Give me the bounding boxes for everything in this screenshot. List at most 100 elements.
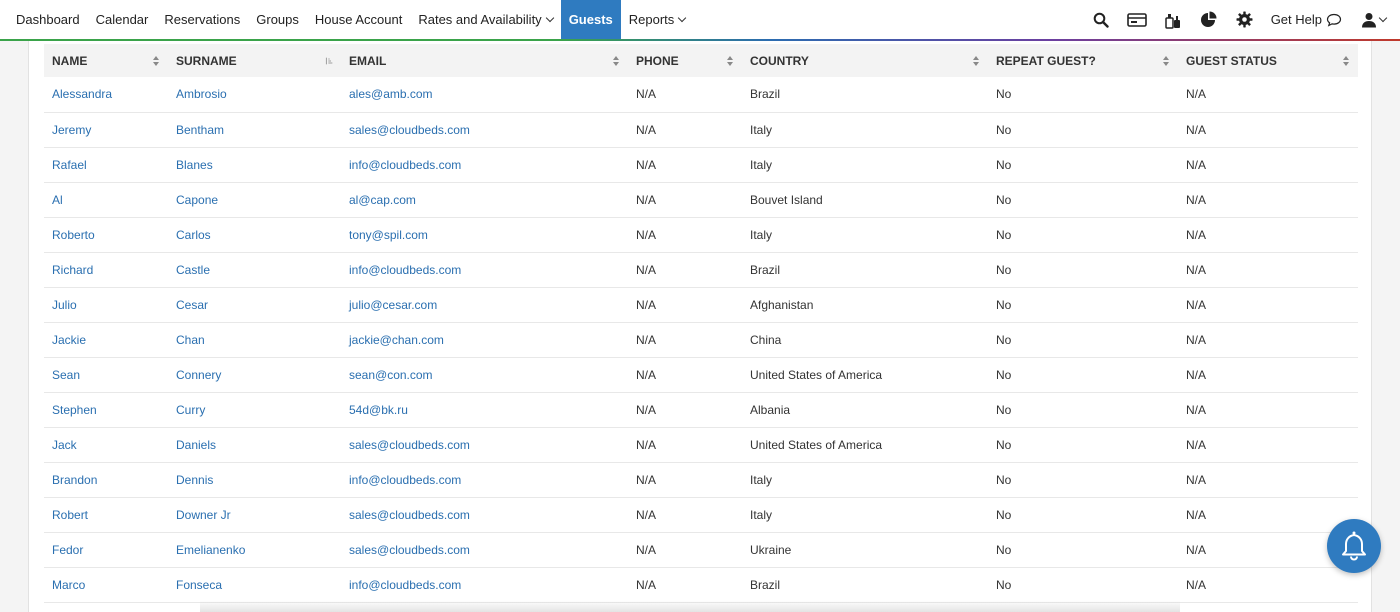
- guest-email-link[interactable]: sales@cloudbeds.com: [349, 542, 470, 557]
- guest-status-value: N/A: [1186, 227, 1207, 242]
- guest-email-link[interactable]: info@cloudbeds.com: [349, 157, 462, 172]
- sort-ascending-icon[interactable]: [325, 55, 333, 67]
- guest-email-link[interactable]: jackie@chan.com: [349, 332, 444, 347]
- guest-email-link[interactable]: sean@con.com: [349, 367, 433, 382]
- table-row[interactable]: Julio Cesar julio@cesar.com N/A Afghanistan N…: [44, 287, 1358, 322]
- column-header-email[interactable]: EMAIL: [341, 44, 628, 77]
- sort-icon[interactable]: [1342, 55, 1350, 67]
- nav-item-calendar[interactable]: Calendar: [88, 0, 157, 39]
- repeat-guest-value: No: [996, 542, 1012, 557]
- guest-surname-link[interactable]: Carlos: [176, 227, 211, 242]
- guest-email-link[interactable]: julio@cesar.com: [349, 297, 438, 312]
- guest-surname-link[interactable]: Connery: [176, 367, 222, 382]
- guest-surname-link[interactable]: Downer Jr: [176, 507, 231, 522]
- guest-surname-link[interactable]: Chan: [176, 332, 205, 347]
- guest-name-link[interactable]: Julio: [52, 297, 77, 312]
- column-header-country[interactable]: COUNTRY: [742, 44, 988, 77]
- guest-name-link[interactable]: Fedor: [52, 542, 84, 557]
- guest-email-link[interactable]: info@cloudbeds.com: [349, 262, 462, 277]
- guest-name-link[interactable]: Jack: [52, 437, 77, 452]
- guest-surname-link[interactable]: Curry: [176, 402, 206, 417]
- guest-name-link[interactable]: Rafael: [52, 157, 87, 172]
- table-row[interactable]: Stephen Curry 54d@bk.ru N/A Albania No N/A: [44, 392, 1358, 427]
- table-header: NAME SURNAME EMAIL PHONE COUNTRY REPEAT GUEST…: [44, 44, 1358, 77]
- guest-email-link[interactable]: sales@cloudbeds.com: [349, 437, 470, 452]
- table-row[interactable]: Roberto Carlos tony@spil.com N/A Italy No N/A: [44, 217, 1358, 252]
- get-help-button[interactable]: Get Help: [1271, 12, 1342, 27]
- guest-email-link[interactable]: tony@spil.com: [349, 227, 428, 242]
- table-row[interactable]: Jeremy Bentham sales@cloudbeds.com N/A Italy…: [44, 112, 1358, 147]
- table-row[interactable]: Sean Connery sean@con.com N/A United States …: [44, 357, 1358, 392]
- nav-item-reports[interactable]: Reports: [621, 0, 694, 39]
- nav-item-dashboard[interactable]: Dashboard: [0, 0, 88, 39]
- nav-item-groups[interactable]: Groups: [248, 0, 307, 39]
- repeat-guest-value: No: [996, 122, 1012, 137]
- table-row[interactable]: Fedor Emelianenko sales@cloudbeds.com N/A Uk…: [44, 532, 1358, 567]
- guest-email-link[interactable]: sales@cloudbeds.com: [349, 507, 470, 522]
- guest-surname-link[interactable]: Fonseca: [176, 577, 223, 592]
- table-row[interactable]: Marco Fonseca info@cloudbeds.com N/A Brazil N…: [44, 567, 1358, 602]
- column-header-repeat-guest[interactable]: REPEAT GUEST?: [988, 44, 1178, 77]
- nav-item-house-account[interactable]: House Account: [307, 0, 410, 39]
- guest-name-link[interactable]: Jeremy: [52, 122, 92, 137]
- guest-email-link[interactable]: sales@cloudbeds.com: [349, 122, 470, 137]
- guest-name-link[interactable]: Richard: [52, 262, 94, 277]
- guest-name-link[interactable]: Jackie: [52, 332, 87, 347]
- guest-name-link[interactable]: Robert: [52, 507, 89, 522]
- guest-name-link[interactable]: Brandon: [52, 472, 98, 487]
- column-header-surname[interactable]: SURNAME: [168, 44, 341, 77]
- guest-surname-link[interactable]: Bentham: [176, 122, 225, 137]
- table-row[interactable]: Alessandra Ambrosio ales@amb.com N/A Brazil N…: [44, 77, 1358, 112]
- chat-bubble-icon: [1326, 13, 1342, 27]
- repeat-guest-value: No: [996, 367, 1012, 382]
- guest-surname-link[interactable]: Blanes: [176, 157, 213, 172]
- guest-name-link[interactable]: Al: [52, 192, 63, 207]
- sort-icon[interactable]: [726, 55, 734, 67]
- sort-icon[interactable]: [612, 55, 620, 67]
- guest-name-link[interactable]: Stephen: [52, 402, 97, 417]
- gear-icon[interactable]: [1235, 10, 1255, 30]
- guest-email-link[interactable]: ales@amb.com: [349, 87, 433, 102]
- nav-item-label: Groups: [256, 12, 299, 27]
- column-header-phone[interactable]: PHONE: [628, 44, 742, 77]
- guest-email-link[interactable]: info@cloudbeds.com: [349, 472, 462, 487]
- search-icon[interactable]: [1091, 10, 1111, 30]
- guest-surname-link[interactable]: Ambrosio: [176, 87, 227, 102]
- guest-name-link[interactable]: Sean: [52, 367, 81, 382]
- guest-name-link[interactable]: Roberto: [52, 227, 95, 242]
- guest-surname-link[interactable]: Castle: [176, 262, 211, 277]
- column-header-guest-status[interactable]: GUEST STATUS: [1178, 44, 1358, 77]
- guest-email-link[interactable]: al@cap.com: [349, 192, 416, 207]
- table-row[interactable]: Richard Castle info@cloudbeds.com N/A Brazil…: [44, 252, 1358, 287]
- sort-icon[interactable]: [1162, 55, 1170, 67]
- guest-surname-link[interactable]: Cesar: [176, 297, 209, 312]
- guest-email-link[interactable]: 54d@bk.ru: [349, 402, 408, 417]
- user-menu[interactable]: [1358, 10, 1388, 30]
- notifications-button[interactable]: [1327, 519, 1381, 573]
- guest-name-link[interactable]: Marco: [52, 577, 86, 592]
- guest-phone: N/A: [636, 437, 657, 452]
- cash-register-icon[interactable]: [1126, 10, 1147, 30]
- guest-status-value: N/A: [1186, 542, 1207, 557]
- table-row[interactable]: Brandon Dennis info@cloudbeds.com N/A Italy N…: [44, 462, 1358, 497]
- guest-name-link[interactable]: Alessandra: [52, 87, 113, 102]
- column-header-name[interactable]: NAME: [44, 44, 168, 77]
- guest-surname-link[interactable]: Dennis: [176, 472, 214, 487]
- table-row[interactable]: Al Capone al@cap.com N/A Bouvet Island No N/A: [44, 182, 1358, 217]
- housekeeping-icon[interactable]: [1163, 10, 1183, 30]
- guest-surname-link[interactable]: Emelianenko: [176, 542, 246, 557]
- table-row[interactable]: Jack Daniels sales@cloudbeds.com N/A United …: [44, 427, 1358, 462]
- sort-icon[interactable]: [972, 55, 980, 67]
- guest-surname-link[interactable]: Daniels: [176, 437, 217, 452]
- nav-item-reservations[interactable]: Reservations: [156, 0, 248, 39]
- pie-chart-icon[interactable]: [1199, 10, 1219, 30]
- table-row[interactable]: Jackie Chan jackie@chan.com N/A China No N/A: [44, 322, 1358, 357]
- guest-phone: N/A: [636, 227, 657, 242]
- guest-email-link[interactable]: info@cloudbeds.com: [349, 577, 462, 592]
- table-row[interactable]: Rafael Blanes info@cloudbeds.com N/A Italy No…: [44, 147, 1358, 182]
- guest-surname-link[interactable]: Capone: [176, 192, 219, 207]
- sort-icon[interactable]: [152, 55, 160, 67]
- table-row[interactable]: Robert Downer Jr sales@cloudbeds.com N/A Ita…: [44, 497, 1358, 532]
- nav-item-guests[interactable]: Guests: [560, 0, 621, 39]
- nav-item-rates-and-availability[interactable]: Rates and Availability: [410, 0, 560, 39]
